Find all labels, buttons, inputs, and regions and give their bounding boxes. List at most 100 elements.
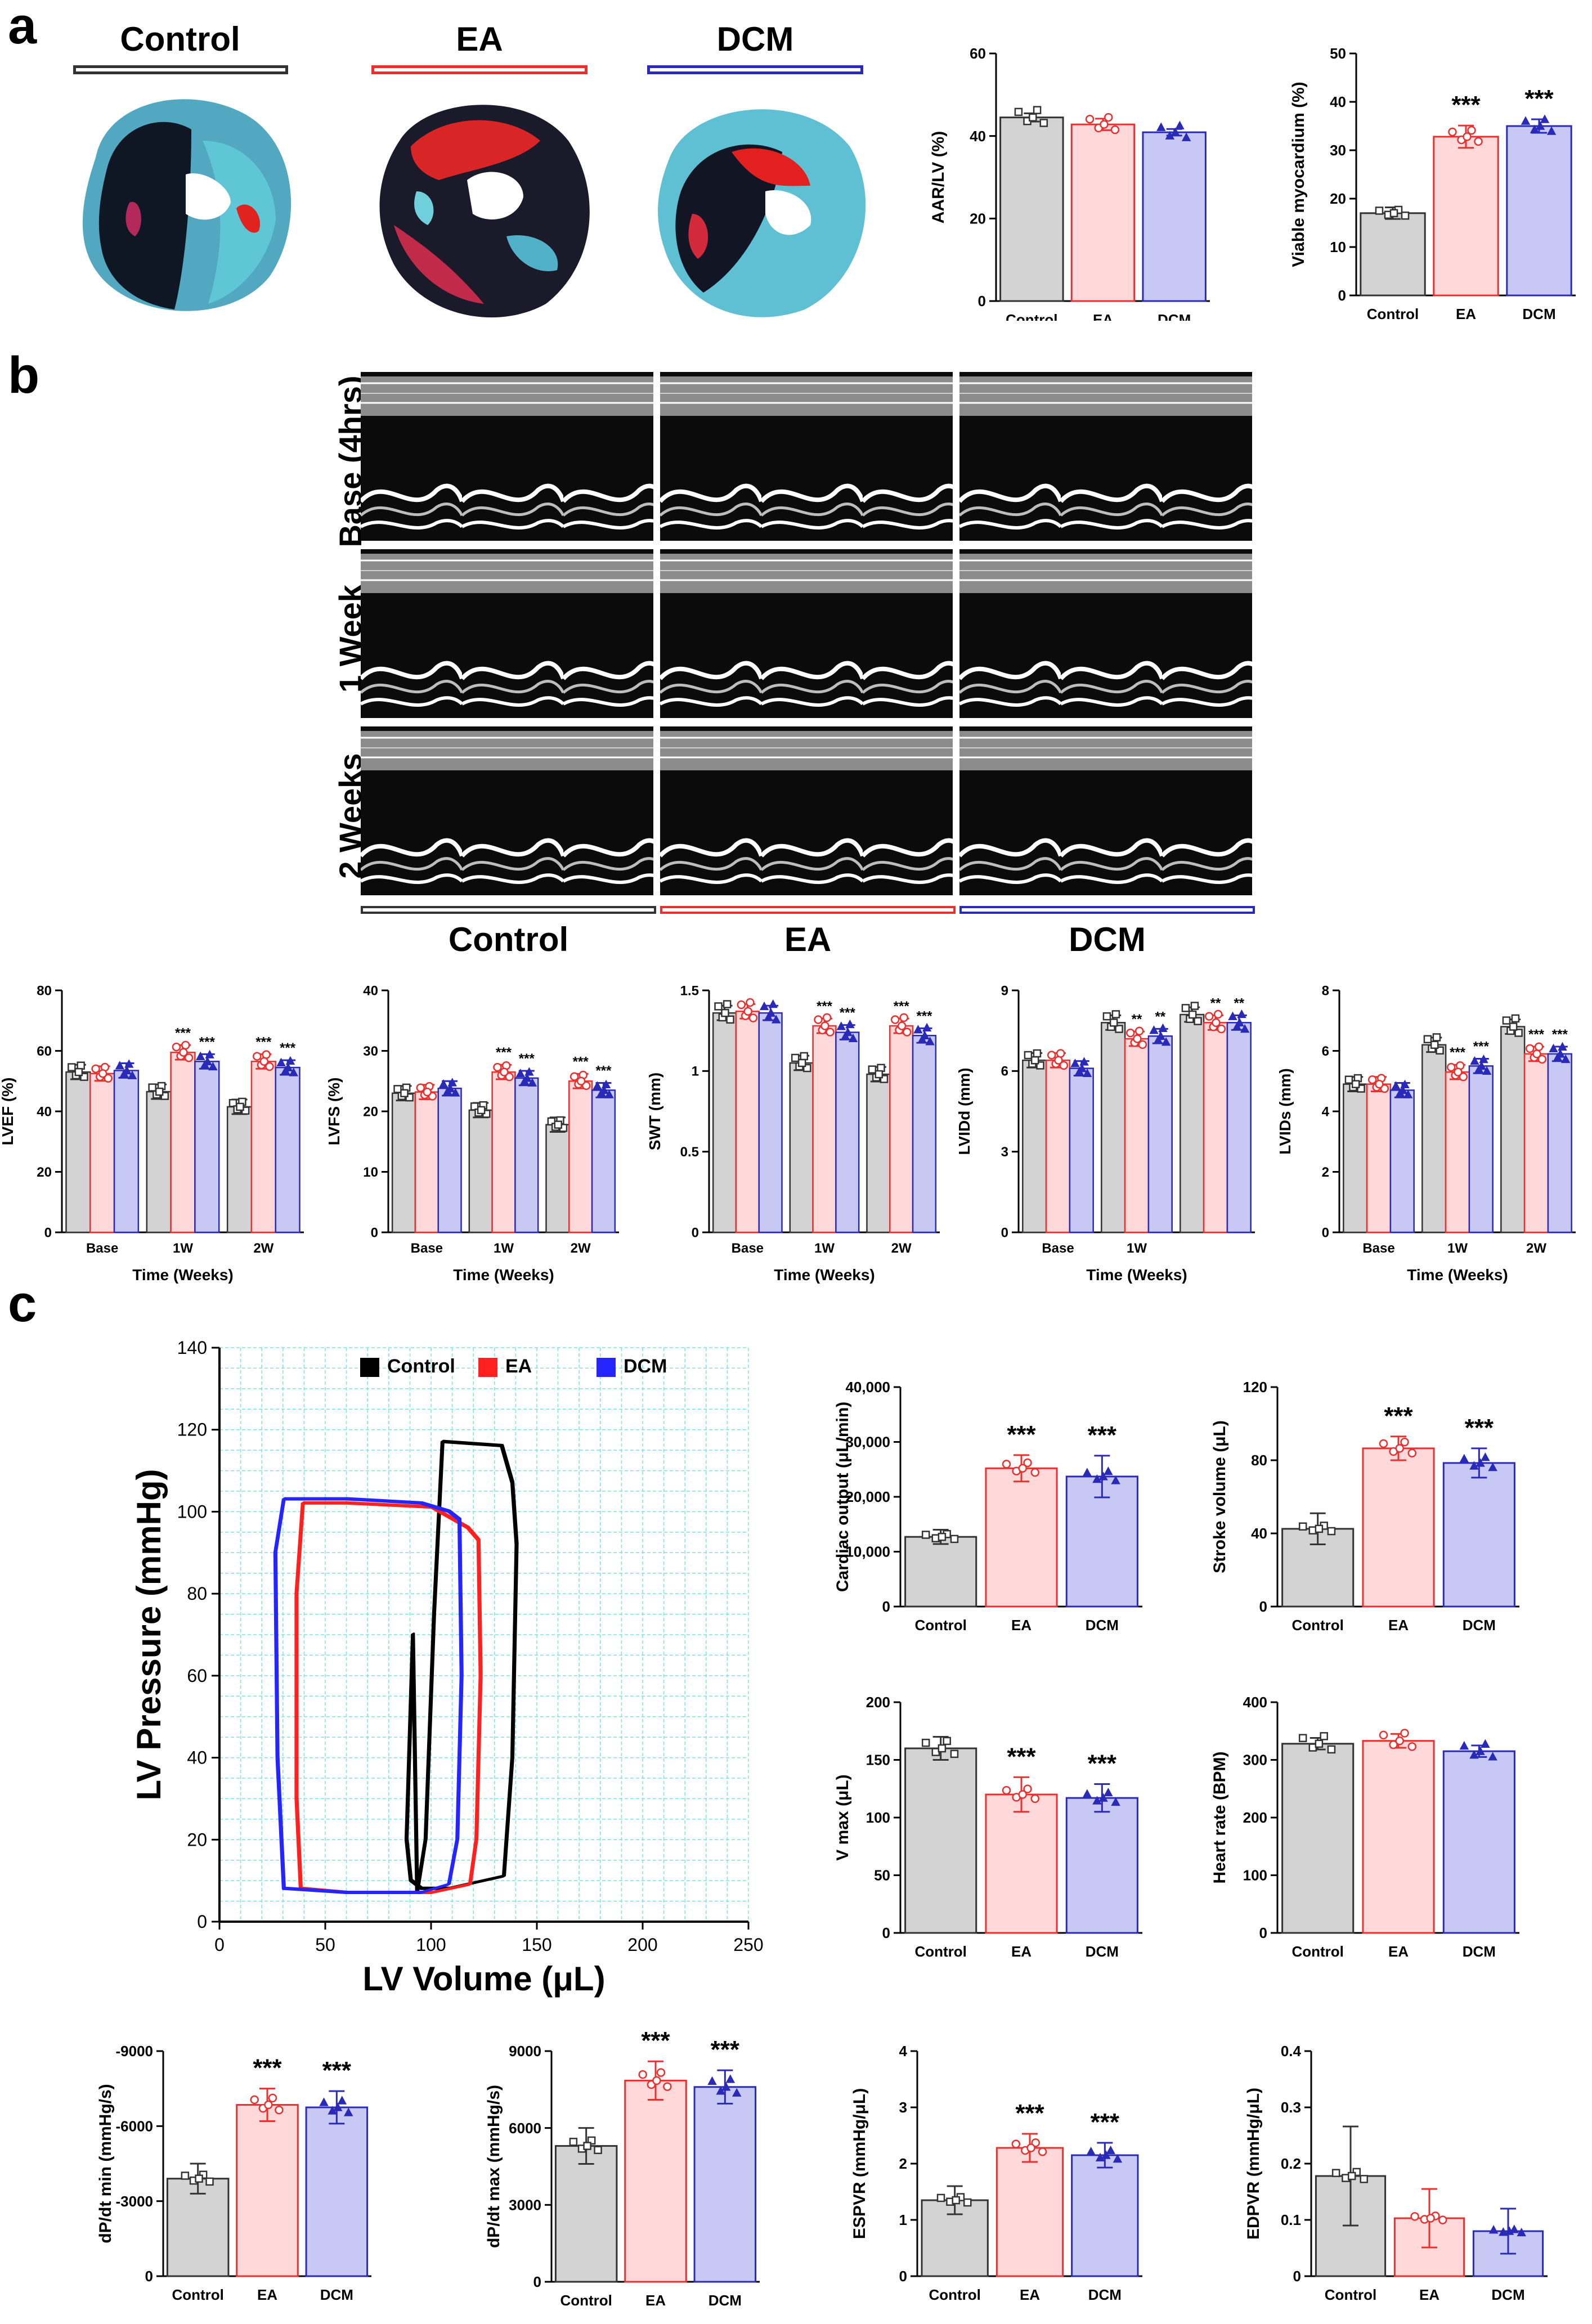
data-point	[766, 1008, 776, 1017]
data-point	[1488, 1462, 1497, 1471]
data-point	[1026, 2143, 1035, 2152]
data-point	[203, 1056, 213, 1066]
bar	[250, 1061, 276, 1233]
data-point	[732, 2088, 742, 2097]
data-point	[1395, 1444, 1404, 1453]
bar	[1523, 1053, 1549, 1233]
chart-viable-myocardium: 0 10 20 30 40 50 Viable myocardium (%) Control E…	[1289, 45, 1576, 321]
significance-label: ***	[255, 1034, 272, 1049]
y-tick-label: 2	[1322, 1165, 1329, 1180]
data-point	[450, 1088, 460, 1097]
data-point	[1446, 1062, 1456, 1072]
x-tick-label: Control	[1291, 1943, 1343, 1960]
data-point	[1379, 1439, 1388, 1448]
bar	[985, 1793, 1058, 1934]
data-point	[1149, 1025, 1159, 1034]
y-tick-label: 0.5	[680, 1145, 699, 1160]
data-point	[1102, 1012, 1111, 1021]
bar	[789, 1062, 814, 1233]
x-tick-label: 1W	[494, 1241, 514, 1256]
y-tick-label: 20	[1330, 190, 1346, 207]
data-point	[155, 1087, 164, 1096]
data-point	[98, 1069, 107, 1078]
y-tick-label: 0	[44, 1225, 52, 1240]
data-point	[1085, 114, 1095, 124]
significance-label: ***	[199, 1034, 216, 1049]
y-axis-label: Viable myocardium (%)	[1289, 82, 1308, 267]
echo-bar-ea	[660, 906, 956, 914]
data-point	[1482, 1066, 1492, 1075]
data-point	[1379, 1730, 1388, 1740]
y-axis-label: SWT (mm)	[646, 1073, 663, 1150]
data-point	[1104, 1466, 1113, 1475]
bar	[1442, 1750, 1515, 1934]
data-point	[205, 2177, 214, 2186]
data-point	[1100, 120, 1109, 129]
data-point	[527, 1078, 537, 1087]
data-point	[1410, 2212, 1419, 2221]
data-point	[400, 1089, 409, 1097]
y-tick-label: -9000	[116, 2043, 154, 2060]
echo-image-dcm-base	[959, 372, 1252, 541]
data-point	[205, 1049, 214, 1058]
data-point	[195, 1051, 205, 1060]
data-point	[1077, 1063, 1087, 1073]
data-point	[275, 2105, 284, 2115]
data-point	[1039, 119, 1048, 127]
chart-aar-lv: 0 20 40 60 AAR/LV (%) Control EA DCM	[929, 45, 1210, 321]
data-point	[68, 1063, 76, 1071]
x-tick-label: DCM	[1491, 2286, 1524, 2303]
data-point	[1477, 1061, 1486, 1070]
data-point	[843, 1027, 853, 1037]
x-tick-label: Control	[1006, 311, 1057, 321]
data-point	[797, 1058, 806, 1067]
significance-label: ***	[175, 1025, 191, 1040]
y-tick-label: 60	[37, 1044, 52, 1059]
y-tick-label: 300	[1243, 1752, 1267, 1769]
x-tick-label: Control	[914, 1617, 966, 1634]
data-point	[1023, 1458, 1032, 1468]
bar	[194, 1061, 220, 1233]
panel-b-label: b	[8, 347, 40, 404]
data-point	[903, 1028, 912, 1037]
significance-label: ***	[1088, 1750, 1117, 1778]
echo-image-ea-1w	[660, 549, 953, 718]
data-point	[1190, 1002, 1199, 1010]
y-tick-label: 0	[145, 2268, 153, 2285]
data-point	[522, 1073, 532, 1082]
y-axis-label: LVIDd (mm)	[957, 1067, 973, 1155]
chart-lvef: 0 20 40 60 80 LVEF (%) Base *** *** 1W *** *** 2W Tim…	[0, 983, 304, 1284]
data-point	[875, 1070, 884, 1079]
bar	[170, 1051, 196, 1233]
x-tick-label: DCM	[1086, 1617, 1119, 1634]
data-point	[1463, 132, 1472, 141]
data-point	[936, 2193, 945, 2202]
data-point	[1156, 1031, 1165, 1040]
data-point	[1327, 1527, 1336, 1536]
data-point	[583, 2142, 591, 2150]
y-tick-label: 400	[1243, 1694, 1267, 1711]
y-tick-label: 0	[692, 1225, 699, 1240]
heart-label-control: Control	[120, 20, 240, 58]
data-point	[938, 1532, 947, 1541]
x-tick-label: Control	[914, 1943, 966, 1960]
data-point	[723, 1000, 732, 1008]
bar	[912, 1035, 937, 1233]
data-point	[1331, 2169, 1340, 2177]
y-tick-label: 0	[1259, 1924, 1267, 1941]
x-tick-label: Control	[560, 2292, 612, 2309]
x-tick-label: Control	[172, 2286, 223, 2303]
y-tick-label: 0.3	[1281, 2099, 1301, 2116]
y-tick-label: 10,000	[845, 1544, 890, 1560]
data-point	[921, 1738, 930, 1747]
significance-label: **	[1210, 995, 1221, 1011]
y-tick-label: 60	[187, 1666, 207, 1686]
x-tick-label: 50	[315, 1935, 335, 1955]
data-point	[1537, 1055, 1547, 1064]
bar	[1343, 1083, 1368, 1233]
x-tick-label: DCM	[708, 2292, 742, 2309]
bar	[1124, 1038, 1150, 1233]
y-axis-label: dP/dt min (mmHg/s)	[96, 2084, 115, 2243]
bar	[514, 1077, 539, 1233]
data-point	[276, 1057, 286, 1067]
